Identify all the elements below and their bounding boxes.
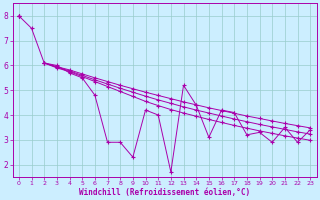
X-axis label: Windchill (Refroidissement éolien,°C): Windchill (Refroidissement éolien,°C): [79, 188, 250, 197]
